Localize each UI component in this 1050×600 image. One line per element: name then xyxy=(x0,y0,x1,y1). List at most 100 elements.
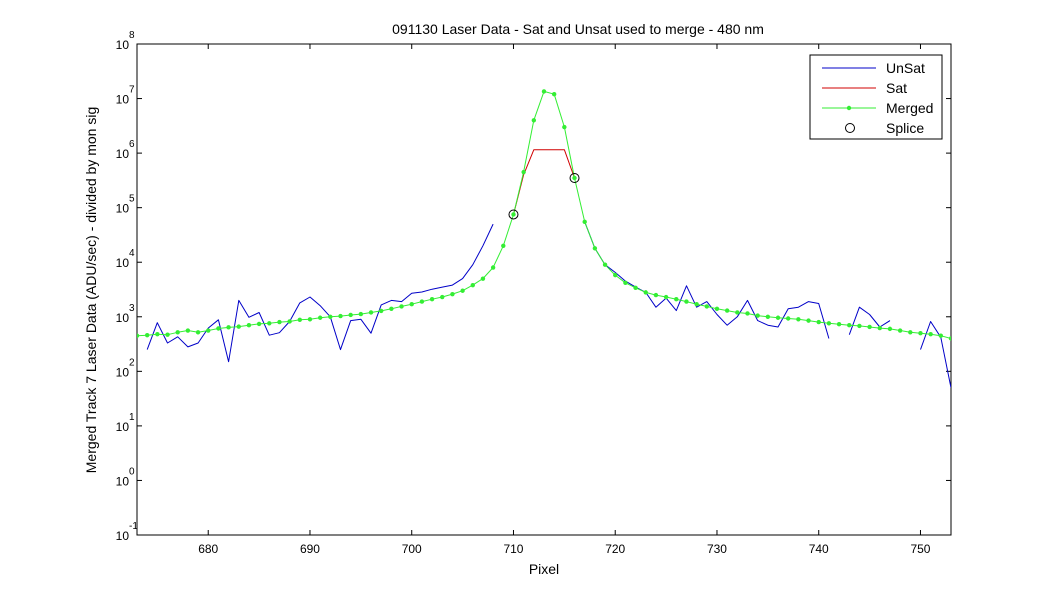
merged-point xyxy=(206,328,211,333)
merged-point xyxy=(908,330,913,335)
merged-point xyxy=(613,272,618,278)
merged-point xyxy=(368,310,374,315)
merged-point xyxy=(562,124,567,130)
x-tick-label: 740 xyxy=(809,542,829,556)
merged-point xyxy=(267,321,272,326)
merged-point xyxy=(195,330,201,335)
merged-point xyxy=(918,331,923,336)
merged-point xyxy=(551,92,557,97)
y-tick-exponent: 7 xyxy=(129,85,135,96)
y-tick-label: 10 xyxy=(116,93,130,107)
merged-point xyxy=(765,314,771,319)
x-tick-label: 730 xyxy=(707,542,727,556)
merged-point xyxy=(419,299,425,304)
y-tick-label: 10 xyxy=(116,420,130,434)
y-tick-label: 10 xyxy=(116,256,130,270)
splice-point xyxy=(508,209,519,220)
merged-point xyxy=(948,336,951,341)
merged-point xyxy=(155,331,160,337)
legend-box xyxy=(809,54,943,140)
merged-point xyxy=(480,276,486,281)
merged-point xyxy=(786,316,791,321)
x-tick-label: 710 xyxy=(503,542,523,556)
axes-box xyxy=(136,43,952,536)
y-tick-label: 10 xyxy=(116,311,130,325)
legend-label-splice: Splice xyxy=(886,120,924,136)
y-tick-label: 10 xyxy=(116,529,130,543)
y-tick-exponent: 4 xyxy=(129,248,135,259)
y-tick-label: 10 xyxy=(116,474,130,488)
merged-point xyxy=(144,332,150,338)
merged-point xyxy=(521,169,526,175)
merged-point xyxy=(623,280,628,285)
merged-point xyxy=(796,317,801,322)
legend-label-merged: Merged xyxy=(886,100,933,116)
x-tick-label: 690 xyxy=(300,542,320,556)
merged-point xyxy=(572,175,577,181)
merged-point xyxy=(460,288,465,293)
merged-point xyxy=(338,313,343,319)
merged-point xyxy=(501,243,506,248)
merged-point xyxy=(175,330,180,335)
y-tick-label: 10 xyxy=(116,147,130,161)
y-tick-label: 10 xyxy=(116,365,130,379)
merged-point xyxy=(806,318,811,323)
merged-point xyxy=(511,212,516,217)
merged-point xyxy=(826,321,832,326)
merged-point xyxy=(490,265,496,270)
merged-point xyxy=(694,302,699,307)
splice-point xyxy=(569,172,580,183)
merged-point xyxy=(724,308,730,313)
merged-point xyxy=(877,325,882,331)
merged-point xyxy=(277,319,282,325)
merged-point xyxy=(297,317,302,323)
y-tick-label: 10 xyxy=(116,38,130,52)
chart-title: 091130 Laser Data - Sat and Unsat used t… xyxy=(392,21,764,37)
merged-point xyxy=(867,324,872,330)
merged-point xyxy=(714,306,720,312)
merged-point xyxy=(236,324,241,329)
merged-point xyxy=(857,323,862,329)
merged-point xyxy=(470,282,475,288)
merged-point xyxy=(328,314,333,319)
merged-point xyxy=(165,332,170,337)
legend-swatch-splice xyxy=(845,123,855,133)
merged-point xyxy=(358,311,364,317)
y-tick-exponent: 3 xyxy=(129,303,135,314)
x-tick-label: 720 xyxy=(605,542,625,556)
merged-point xyxy=(663,294,669,300)
legend: UnSat Sat Merged Splice xyxy=(809,54,943,140)
merged-point xyxy=(348,312,353,318)
merged-point xyxy=(633,285,638,290)
merged-point xyxy=(531,118,537,123)
merged-point xyxy=(399,304,404,309)
merged-point xyxy=(755,313,760,318)
merged-point xyxy=(938,333,944,338)
merged-point xyxy=(847,323,852,328)
x-tick-label: 680 xyxy=(198,542,218,556)
x-tick-label: 750 xyxy=(910,542,930,556)
y-tick-exponent: 5 xyxy=(129,194,135,205)
legend-swatch-dot xyxy=(846,105,852,111)
merged-point xyxy=(541,89,547,94)
y-tick-exponent: 2 xyxy=(129,357,135,368)
merged-point xyxy=(582,219,587,225)
y-tick-exponent: 0 xyxy=(129,466,135,477)
merged-point xyxy=(816,319,821,325)
y-tick-exponent: 1 xyxy=(129,412,135,423)
merged-point xyxy=(429,296,435,302)
merged-point xyxy=(928,331,933,337)
merged-point xyxy=(379,308,384,314)
merged-point xyxy=(450,291,455,297)
legend-label-sat: Sat xyxy=(886,80,907,96)
merged-point xyxy=(287,319,292,324)
merged-point xyxy=(653,292,659,298)
merged-point xyxy=(389,306,394,312)
plot-area: 680 690 700 710 720 730 740 75010-1100101102103… xyxy=(116,30,952,556)
y-tick-label: 10 xyxy=(116,202,130,216)
y-tick-exponent: 6 xyxy=(129,139,135,150)
merged-point xyxy=(307,317,313,322)
merged-point xyxy=(216,326,221,331)
merged-point xyxy=(256,321,262,327)
